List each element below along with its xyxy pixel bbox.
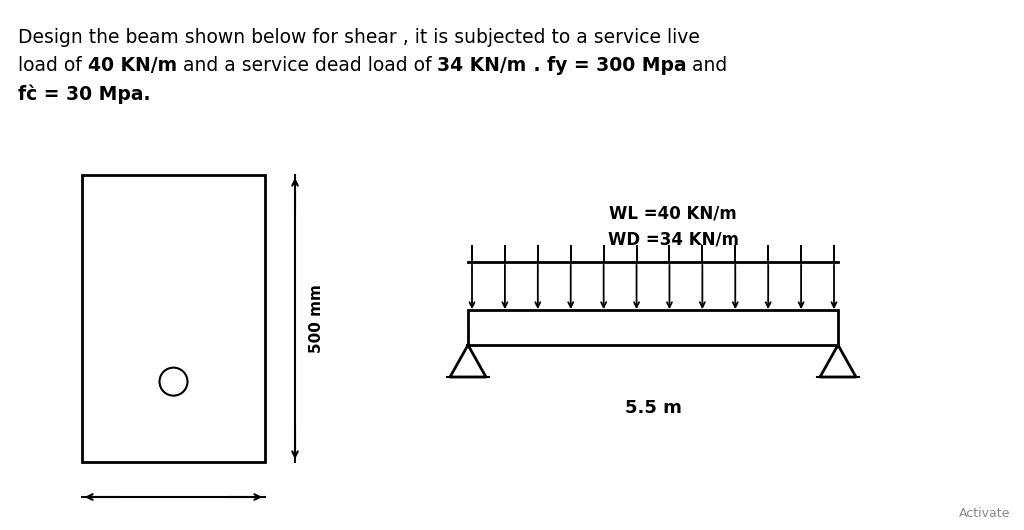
Text: 5.5 m: 5.5 m — [625, 399, 681, 417]
Circle shape — [160, 368, 187, 395]
Text: Activate: Activate — [958, 507, 1010, 520]
Text: Design the beam shown below for shear , it is subjected to a service live: Design the beam shown below for shear , … — [18, 28, 699, 47]
Text: . fy = 300 Mpa: . fy = 300 Mpa — [526, 56, 686, 75]
Text: and a service dead load of: and a service dead load of — [177, 56, 437, 75]
Text: 500 mm: 500 mm — [309, 284, 324, 353]
Text: and: and — [686, 56, 727, 75]
Text: fc̀ = 30 Mpa.: fc̀ = 30 Mpa. — [18, 84, 151, 103]
Text: load of: load of — [18, 56, 88, 75]
Text: WL =40 KN/m: WL =40 KN/m — [609, 205, 737, 223]
Text: 34 KN/m: 34 KN/m — [437, 56, 526, 75]
Bar — [468, 310, 838, 345]
Text: WD =34 KN/m: WD =34 KN/m — [607, 230, 738, 248]
Text: 40 KN/m: 40 KN/m — [88, 56, 177, 75]
Bar — [82, 175, 265, 462]
